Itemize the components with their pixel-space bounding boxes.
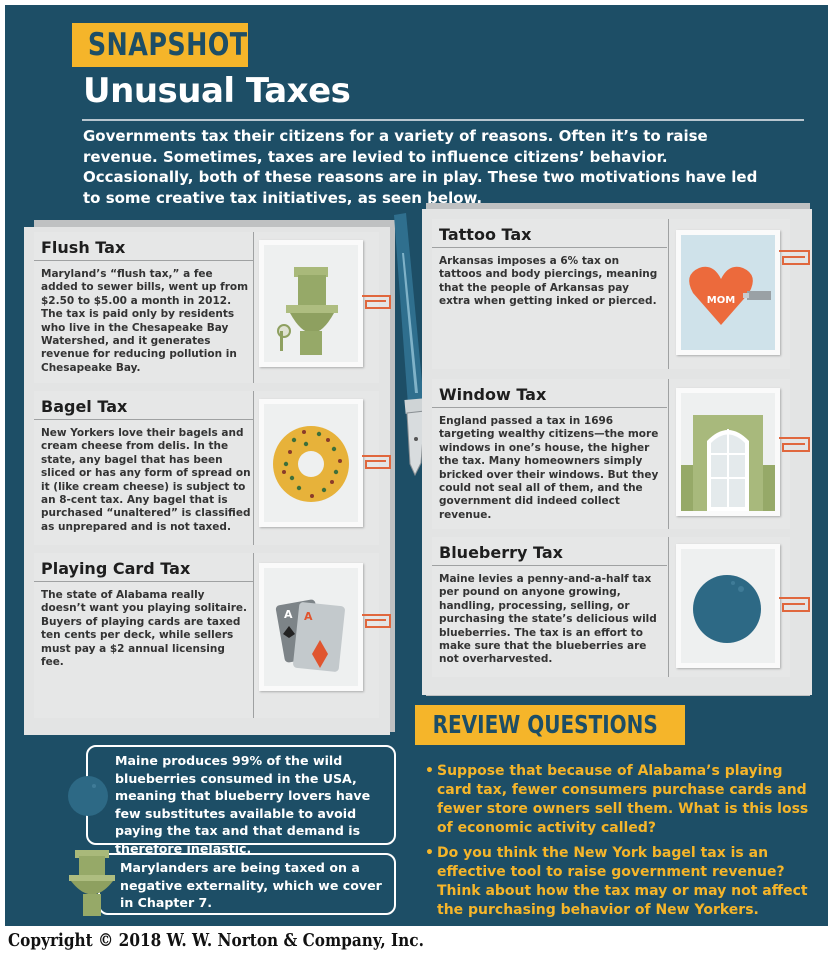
card-vertical-divider — [253, 391, 254, 545]
paper-clip-icon — [779, 437, 810, 452]
bagel-tax-text: New Yorkers love their bagels and cream … — [41, 427, 251, 533]
snapshot-label: SNAPSHOT — [87, 27, 248, 63]
card-divider — [432, 407, 667, 408]
copyright-notice: Copyright © 2018 W. W. Norton & Company,… — [8, 930, 424, 951]
blueberry-tax-title: Blueberry Tax — [439, 543, 563, 562]
review-question-2: • Do you think the New York bagel tax is… — [425, 844, 815, 920]
playing-card-tax-text: The state of Alabama really doesn’t want… — [41, 589, 247, 669]
window-tax-photo — [676, 388, 780, 516]
window-icon — [681, 415, 775, 511]
paper-clip-icon — [779, 597, 810, 612]
paper-clip-icon — [362, 295, 391, 309]
photo-inner — [681, 393, 775, 511]
blueberry-callout-text: Maine produces 99% of the wild blueberri… — [115, 753, 371, 856]
paper-clip-icon — [779, 250, 810, 265]
paper-clip-icon — [362, 614, 391, 628]
card-divider — [34, 419, 254, 420]
photo-inner: MOM — [681, 235, 775, 350]
toilet-icon — [69, 850, 115, 916]
toilet-callout-text: Marylanders are being taxed on a negativ… — [120, 860, 382, 910]
playing-cards-icon: A A — [275, 599, 345, 672]
photo-inner — [264, 404, 358, 522]
toilet-callout: Marylanders are being taxed on a negativ… — [98, 853, 396, 915]
toilet-icon — [277, 267, 338, 355]
tattoo-tax-title: Tattoo Tax — [439, 225, 532, 244]
bullet: • — [425, 845, 434, 861]
card-divider — [432, 565, 667, 566]
fountain-pen-icon — [394, 213, 428, 477]
card-rank-1: A — [284, 608, 293, 621]
card-divider — [34, 260, 254, 261]
flush-tax-title: Flush Tax — [41, 238, 126, 257]
review-question-text: Suppose that because of Alabama’s playin… — [437, 763, 809, 836]
blueberry-icon — [693, 575, 761, 643]
tattoo-tax-text: Arkansas imposes a 6% tax on tattoos and… — [439, 255, 658, 308]
photo-inner — [264, 245, 358, 362]
blueberry-callout: Maine produces 99% of the wild blueberri… — [86, 745, 396, 856]
review-question-text: Do you think the New York bagel tax is a… — [437, 845, 808, 918]
playing-card-tax-title: Playing Card Tax — [41, 559, 191, 578]
card-vertical-divider — [668, 219, 669, 369]
infographic-poster: SNAPSHOT Unusual Taxes Governments tax t… — [5, 5, 828, 926]
playing-card-tax-photo: A A — [259, 563, 363, 691]
bagel-tax-title: Bagel Tax — [41, 397, 128, 416]
window-tax-title: Window Tax — [439, 385, 547, 404]
card-rank-2: A — [304, 610, 313, 623]
tattoo-tax-photo: MOM — [676, 230, 780, 355]
photo-inner: A A — [264, 568, 358, 686]
card-vertical-divider — [253, 553, 254, 718]
blueberry-tax-photo — [676, 544, 780, 668]
card-vertical-divider — [253, 232, 254, 383]
paper-clip-icon — [362, 455, 391, 469]
photo-inner — [681, 549, 775, 663]
review-question-1: • Suppose that because of Alabama’s play… — [425, 762, 815, 838]
review-questions-title: REVIEW QUESTIONS — [432, 710, 658, 739]
card-vertical-divider — [668, 537, 669, 677]
bullet: • — [425, 763, 434, 779]
snapshot-banner: SNAPSHOT — [72, 23, 248, 67]
review-questions-banner: REVIEW QUESTIONS — [415, 705, 685, 745]
heart-label: MOM — [707, 295, 735, 306]
bagel-icon — [273, 426, 349, 502]
blueberry-icon — [68, 776, 108, 816]
page-title: Unusual Taxes — [83, 71, 351, 111]
intro-paragraph: Governments tax their citizens for a var… — [83, 127, 758, 207]
blueberry-tax-text: Maine levies a penny-and-a-half tax per … — [439, 573, 657, 666]
flush-tax-photo — [259, 240, 363, 367]
card-divider — [432, 247, 667, 248]
title-divider — [82, 119, 804, 121]
flush-tax-text: Maryland’s “flush tax,” a fee added to s… — [41, 268, 249, 374]
window-tax-text: England passed a tax in 1696 targeting w… — [439, 415, 659, 521]
heart-tattoo-icon: MOM — [689, 266, 771, 325]
bagel-tax-photo — [259, 399, 363, 527]
card-divider — [34, 581, 254, 582]
card-vertical-divider — [668, 379, 669, 529]
